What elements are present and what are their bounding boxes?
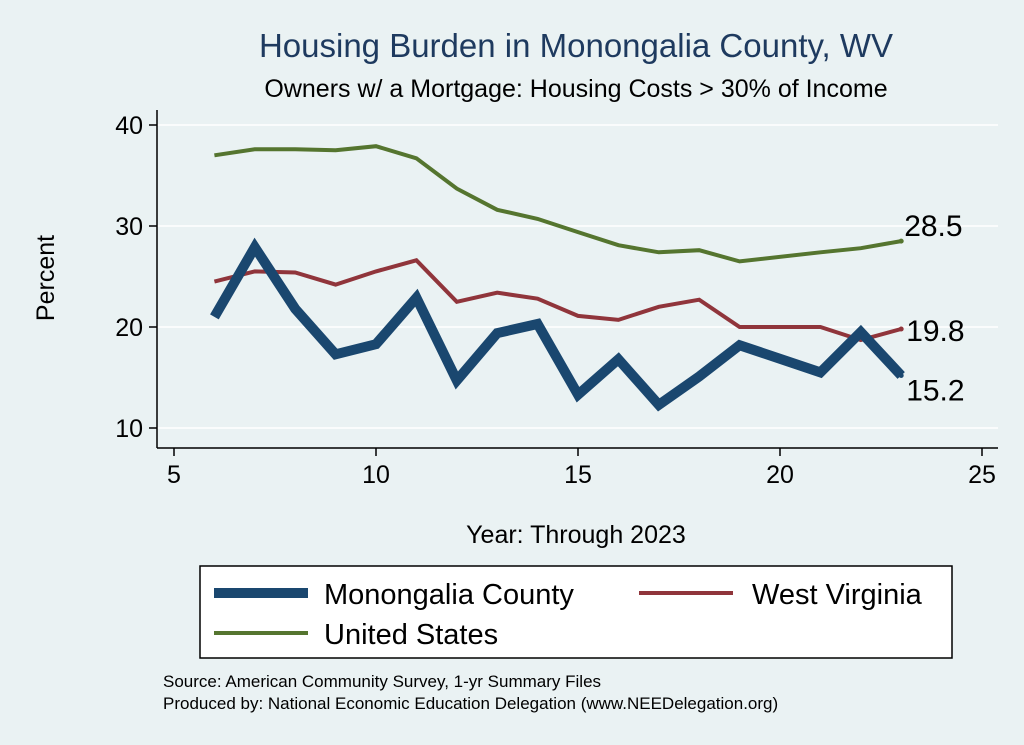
series-line-west-virginia <box>213 258 902 343</box>
end-label-monongalia-county: 15.2 <box>906 374 964 407</box>
legend-label-west-virginia: West Virginia <box>752 579 923 611</box>
gridlines <box>157 124 998 429</box>
end-labels: 15.2 19.8 28.5 <box>898 210 965 407</box>
legend-label-united-states: United States <box>324 619 498 651</box>
x-tick-label: 5 <box>167 461 181 489</box>
y-tick-label: 30 <box>115 213 143 241</box>
x-tick-label: 25 <box>968 461 996 489</box>
x-axis-title: Year: Through 2023 <box>466 521 686 549</box>
chart-title: Housing Burden in Monongalia County, WV <box>259 27 893 64</box>
end-point-monongalia-county <box>898 372 904 378</box>
series-line-united-states <box>214 144 902 264</box>
legend-box <box>199 565 953 659</box>
chart-subtitle: Owners w/ a Mortgage: Housing Costs > 30… <box>264 75 887 103</box>
end-point-united-states <box>898 238 904 244</box>
y-tick-label: 40 <box>115 112 143 140</box>
end-label-united-states: 28.5 <box>904 210 962 243</box>
series-line-monongalia-county <box>210 237 905 412</box>
x-tick-label: 20 <box>766 461 794 489</box>
y-tick-label: 20 <box>115 314 143 342</box>
y-axis-title: Percent <box>32 235 60 321</box>
series-lines <box>210 144 905 412</box>
legend-label-monongalia-county: Monongalia County <box>324 579 574 611</box>
x-tick-label: 10 <box>362 461 390 489</box>
y-tick-label: 10 <box>115 415 143 443</box>
end-label-west-virginia: 19.8 <box>906 315 964 348</box>
end-point-west-virginia <box>898 326 904 332</box>
axis-ticks: 10 20 30 40 5 10 15 20 25 <box>115 112 996 489</box>
x-tick-label: 15 <box>564 461 592 489</box>
producer-note: Produced by: National Economic Education… <box>163 694 778 713</box>
source-note: Source: American Community Survey, 1-yr … <box>163 672 601 691</box>
